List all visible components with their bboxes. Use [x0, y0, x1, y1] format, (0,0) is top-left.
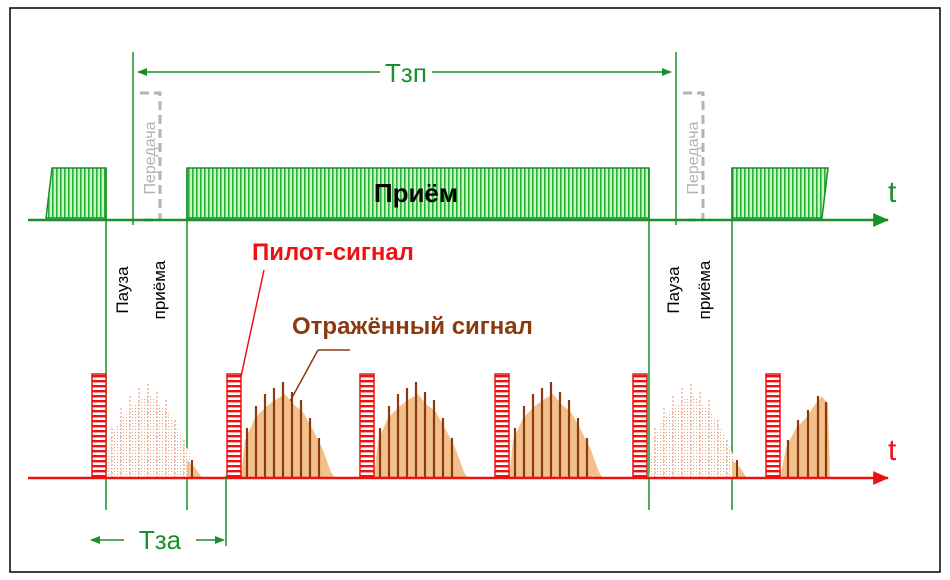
pause-label-2b: приёма	[695, 260, 714, 319]
pilot-pulse-4	[494, 373, 510, 479]
period-dimension: Тзп	[132, 52, 677, 225]
pilot-pulse-2	[226, 373, 242, 479]
pilot-signal-label: Пилот-сигнал	[252, 239, 414, 266]
signal-axis-label: t	[888, 434, 897, 467]
pause-labels: Пауза приёма Пауза приёма	[113, 260, 714, 319]
receive-block-2	[186, 167, 650, 219]
receive-axis-label: t	[888, 176, 897, 209]
receive-time-axis: t	[28, 176, 897, 227]
transmit-label-2: Передача	[685, 121, 702, 194]
pilot-pulse-1	[91, 373, 107, 479]
pilot-pulse-3	[359, 373, 375, 479]
callouts: Пилот-сигнал Отражённый сигнал	[236, 239, 533, 406]
pause-label-1a: Пауза	[113, 266, 132, 314]
delay-dimension: Тза	[90, 476, 227, 555]
signal-time-axis: t	[28, 434, 897, 485]
pilot-pulse-6	[765, 373, 781, 479]
delay-label: Тза	[139, 525, 182, 555]
period-label: Тзп	[385, 58, 427, 88]
pause-label-1b: приёма	[150, 260, 169, 319]
reflected-signal-label: Отражённый сигнал	[292, 313, 533, 340]
receive-block-1	[45, 167, 107, 219]
pause-label-2a: Пауза	[664, 266, 683, 314]
transmit-label-1: Передача	[142, 121, 159, 194]
receive-label: Приём	[374, 178, 458, 208]
signal-train	[91, 373, 830, 479]
pilot-pulse-5	[632, 373, 648, 479]
receive-block-3	[731, 167, 829, 219]
echo-tail-2	[732, 460, 747, 478]
echo-tail-1	[187, 460, 202, 478]
